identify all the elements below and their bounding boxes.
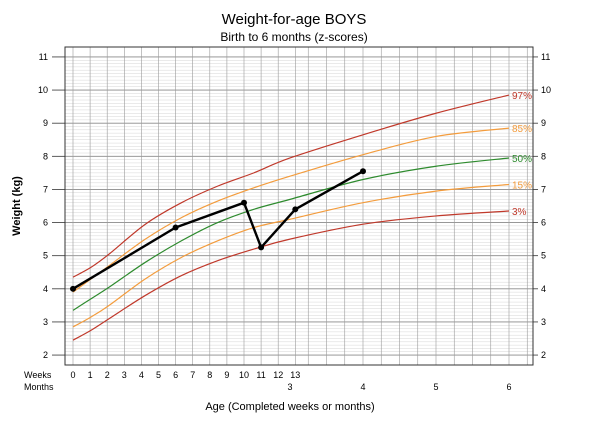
week-tick-label: 0	[70, 370, 75, 380]
y-tick-label: 5	[43, 251, 48, 261]
y-tick-label: 3	[43, 317, 48, 327]
y-tick-label: 8	[43, 151, 48, 161]
week-tick-label: 9	[224, 370, 229, 380]
percentile-curve	[72, 157, 510, 311]
week-tick-label: 12	[273, 370, 283, 380]
month-tick-label: 4	[360, 382, 365, 392]
y-tick-label: 9	[43, 118, 48, 128]
y-tick-label-right: 11	[541, 52, 550, 62]
y-axis-label: Weight (kg)	[11, 176, 23, 236]
y-tick-label: 4	[43, 284, 48, 294]
week-tick-label: 4	[139, 370, 144, 380]
y-tick-label-right: 6	[541, 218, 546, 228]
weight-line	[72, 170, 364, 290]
weight-point	[241, 199, 247, 206]
y-tick-label: 10	[38, 85, 48, 95]
weight-point	[360, 168, 366, 175]
percentile-label: 15%	[512, 180, 532, 191]
week-tick-label: 6	[173, 370, 178, 380]
percentile-label: 3%	[512, 207, 527, 218]
y-tick-label-right: 9	[541, 118, 546, 128]
weight-point	[258, 244, 265, 251]
chart-subtitle: Birth to 6 months (z-scores)	[220, 30, 367, 44]
y-tick-label: 6	[43, 218, 48, 228]
y-tick-label-right: 2	[541, 350, 546, 360]
month-tick-label: 5	[433, 382, 438, 392]
percentile-label: 97%	[512, 91, 532, 102]
grid	[65, 47, 533, 365]
child-weight-series	[70, 168, 366, 292]
percentile-curve	[72, 94, 510, 278]
week-tick-label: 7	[190, 370, 195, 380]
months-row-label: Months	[24, 382, 54, 392]
y-axis-right: 2 3 4 5 6 7 8 9 10 11	[533, 52, 551, 360]
weight-point	[70, 285, 76, 292]
y-tick-label-right: 7	[541, 184, 546, 194]
chart-title: Weight-for-age BOYS	[222, 11, 367, 28]
plot-frame	[64, 46, 534, 366]
weight-point	[172, 224, 179, 231]
week-tick-label: 13	[290, 370, 300, 380]
month-tick-label: 3	[287, 382, 292, 392]
y-tick-label-right: 3	[541, 317, 546, 327]
y-tick-label: 2	[43, 350, 48, 360]
y-tick-label-right: 10	[541, 85, 551, 95]
y-tick-label: 7	[43, 184, 48, 194]
week-tick-label: 8	[207, 370, 212, 380]
percentile-curve	[72, 210, 510, 341]
weight-point	[292, 206, 299, 213]
week-tick-label: 5	[156, 370, 161, 380]
week-tick-label: 2	[105, 370, 110, 380]
percentile-labels: 97% 85% 50% 15% 3%	[512, 91, 532, 218]
week-tick-label: 10	[239, 370, 249, 380]
y-axis-left: 2 3 4 5 6 7 8 9 10 11	[38, 52, 65, 360]
weeks-row-label: Weeks	[24, 370, 52, 380]
week-tick-label: 11	[256, 370, 265, 380]
y-tick-label-right: 8	[541, 151, 546, 161]
y-tick-label-right: 5	[541, 251, 546, 261]
x-axis-label: Age (Completed weeks or months)	[205, 401, 374, 413]
week-tick-label: 1	[88, 370, 93, 380]
percentile-curves	[72, 94, 510, 341]
percentile-label: 50%	[512, 154, 532, 165]
week-tick-label: 3	[122, 370, 127, 380]
x-axis: 0 1 2 3 4 5 6 7 8 9 10 11 12 133 4 5 6	[70, 370, 511, 392]
percentile-curve	[72, 183, 510, 328]
y-tick-label: 11	[39, 52, 48, 62]
y-tick-label-right: 4	[541, 284, 546, 294]
month-tick-label: 6	[506, 382, 511, 392]
percentile-label: 85%	[512, 124, 532, 135]
